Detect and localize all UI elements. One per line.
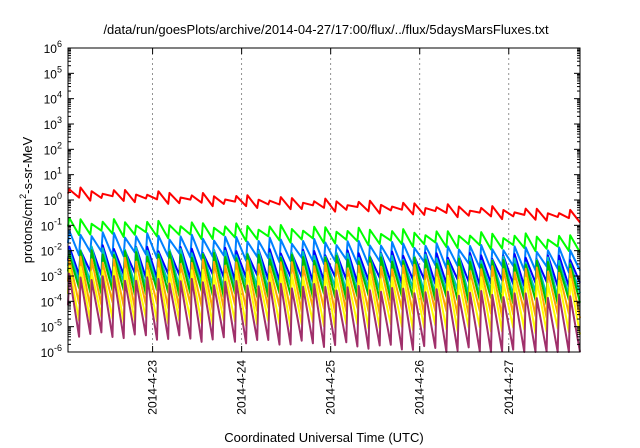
y-tick-exponent: -3 (54, 267, 62, 277)
y-tick-exponent: -4 (54, 292, 62, 302)
chart-title: /data/run/goesPlots/archive/2014-04-27/1… (103, 22, 549, 37)
y-tick-exponent: 6 (57, 39, 62, 49)
y-tick-exponent: -6 (54, 343, 62, 353)
y-tick-exponent: 1 (57, 166, 62, 176)
y-tick-exponent: -1 (54, 216, 62, 226)
y-tick-exponent: 3 (57, 115, 62, 125)
x-axis: 2014-4-23 2014-4-24 2014-4-25 2014-4-26 2014… (146, 48, 516, 415)
series-group (67, 186, 581, 353)
y-axis-label-sup: 2 (18, 194, 28, 199)
y-axis-label: protons/cm2-s-sr-MeV (18, 136, 35, 263)
y-tick-label: 10-4 (41, 292, 62, 309)
y-tick-label: 106 (44, 39, 62, 56)
y-tick-exponent: 4 (57, 90, 62, 100)
x-tick-label: 2014-4-24 (235, 360, 249, 415)
series-line (67, 272, 581, 353)
series-line (67, 186, 581, 224)
y-tick-label: 104 (44, 90, 62, 107)
y-tick-label: 10-5 (41, 318, 62, 335)
grid (152, 48, 510, 352)
y-tick-label: 100 (44, 191, 62, 208)
y-tick-exponent: -2 (54, 242, 62, 252)
series-line (67, 216, 581, 253)
y-tick-label: 105 (44, 64, 62, 81)
y-tick-label: 103 (44, 115, 62, 132)
y-tick-exponent: -5 (54, 318, 62, 328)
y-tick-exponent: 2 (57, 140, 62, 150)
y-tick-label: 10-6 (41, 343, 62, 360)
y-tick-label: 10-2 (41, 242, 62, 259)
y-tick-label: 10-1 (41, 216, 62, 233)
x-axis-label: Coordinated Universal Time (UTC) (224, 430, 423, 445)
y-axis-label-main: protons/cm (20, 199, 35, 263)
x-tick-label: 2014-4-26 (413, 360, 427, 415)
x-tick-label: 2014-4-23 (146, 360, 160, 415)
y-tick-label: 102 (44, 140, 62, 157)
y-tick-exponent: 5 (57, 64, 62, 74)
y-tick-exponent: 0 (57, 191, 62, 201)
x-tick-label: 2014-4-25 (324, 360, 338, 415)
y-tick-label: 10-3 (41, 267, 62, 284)
y-axis-label-tail: -s-sr-MeV (20, 136, 35, 193)
x-tick-label: 2014-4-27 (502, 360, 516, 415)
y-tick-label: 101 (44, 166, 62, 183)
